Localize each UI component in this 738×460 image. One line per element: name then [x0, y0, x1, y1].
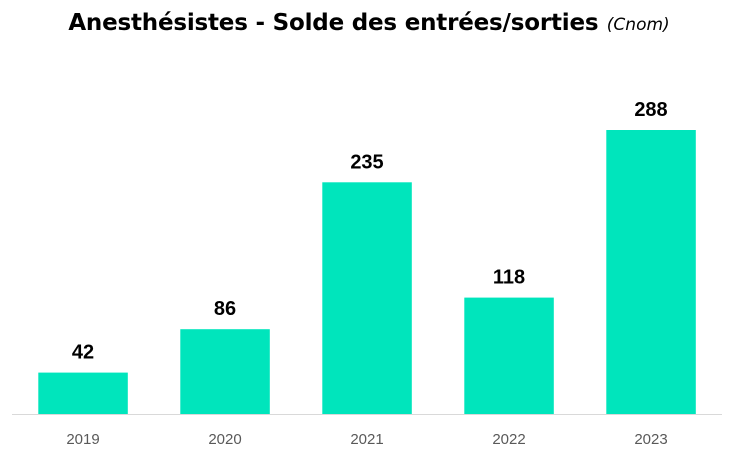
data-labels-layer: 42 86 235 118 288	[72, 99, 668, 364]
x-tick-2022: 2022	[492, 431, 525, 448]
x-tick-2019: 2019	[66, 431, 99, 448]
chart-title: Anesthésistes - Solde des entrées/sortie…	[68, 10, 599, 36]
bar-2021	[322, 182, 412, 414]
chart-subtitle: (Cnom)	[606, 15, 670, 35]
data-label-2021: 235	[350, 151, 383, 173]
data-label-2022: 118	[493, 267, 525, 289]
data-label-2019: 42	[72, 342, 94, 364]
data-label-2020: 86	[214, 298, 236, 320]
x-tick-2021: 2021	[350, 431, 383, 448]
chart-title-block: Anesthésistes - Solde des entrées/sortie…	[0, 10, 738, 36]
bar-2022	[464, 297, 554, 414]
x-tick-2020: 2020	[208, 431, 241, 448]
x-tick-labels-layer: 2019 2020 2021 2022 2023	[66, 431, 667, 448]
x-tick-2023: 2023	[634, 431, 667, 448]
data-label-2023: 288	[634, 99, 667, 121]
bar-2020	[180, 329, 270, 414]
bars-layer	[38, 130, 696, 414]
bar-2023	[606, 130, 696, 414]
bar-2019	[38, 372, 128, 414]
